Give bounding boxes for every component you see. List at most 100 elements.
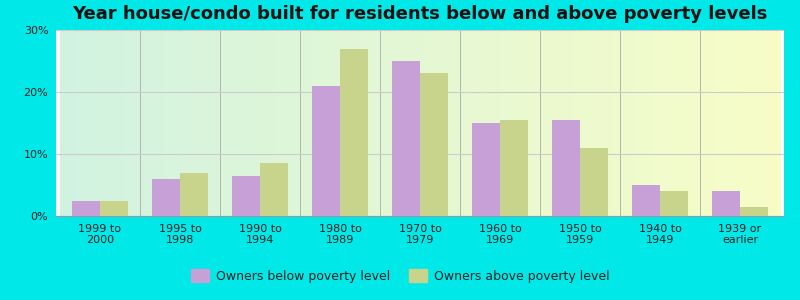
Bar — [60, 30, 64, 216]
Bar — [223, 30, 226, 216]
Bar — [639, 30, 642, 216]
Bar — [180, 172, 208, 216]
Bar — [625, 30, 628, 216]
Bar — [139, 30, 143, 216]
Bar — [443, 30, 447, 216]
Bar — [74, 30, 78, 216]
Bar — [429, 30, 433, 216]
Bar — [169, 30, 172, 216]
Bar — [606, 30, 610, 216]
Bar — [530, 30, 534, 216]
Bar — [509, 30, 512, 216]
Bar — [176, 30, 179, 216]
Bar — [331, 30, 335, 216]
Bar — [751, 30, 754, 216]
Bar — [766, 30, 769, 216]
Bar — [632, 185, 660, 216]
Bar — [407, 30, 411, 216]
Bar — [230, 30, 234, 216]
Bar — [291, 30, 295, 216]
Bar — [392, 61, 420, 216]
Bar — [414, 30, 418, 216]
Bar — [152, 179, 180, 216]
Bar — [505, 30, 509, 216]
Bar — [654, 30, 657, 216]
Bar — [129, 30, 132, 216]
Legend: Owners below poverty level, Owners above poverty level: Owners below poverty level, Owners above… — [186, 264, 614, 288]
Bar — [733, 30, 737, 216]
Bar — [212, 30, 215, 216]
Bar — [498, 30, 502, 216]
Bar — [340, 49, 368, 216]
Bar — [183, 30, 186, 216]
Bar — [78, 30, 82, 216]
Bar — [769, 30, 773, 216]
Bar — [473, 30, 476, 216]
Bar — [393, 30, 397, 216]
Bar — [715, 30, 718, 216]
Bar — [574, 30, 578, 216]
Bar — [512, 30, 516, 216]
Bar — [642, 30, 646, 216]
Bar — [397, 30, 400, 216]
Bar — [420, 74, 448, 216]
Bar — [67, 30, 71, 216]
Bar — [382, 30, 386, 216]
Bar — [490, 30, 494, 216]
Bar — [71, 30, 74, 216]
Bar — [374, 30, 378, 216]
Bar — [621, 30, 625, 216]
Bar — [367, 30, 371, 216]
Bar — [580, 148, 608, 216]
Bar — [476, 30, 480, 216]
Bar — [132, 30, 136, 216]
Bar — [100, 30, 103, 216]
Bar — [462, 30, 466, 216]
Bar — [147, 30, 150, 216]
Bar — [426, 30, 429, 216]
Bar — [136, 30, 139, 216]
Bar — [281, 30, 284, 216]
Bar — [86, 30, 89, 216]
Bar — [730, 30, 733, 216]
Bar — [466, 30, 469, 216]
Bar — [726, 30, 730, 216]
Title: Year house/condo built for residents below and above poverty levels: Year house/condo built for residents bel… — [72, 5, 768, 23]
Bar — [682, 30, 686, 216]
Bar — [664, 30, 668, 216]
Bar — [686, 30, 690, 216]
Bar — [64, 30, 67, 216]
Bar — [270, 30, 274, 216]
Bar — [559, 30, 563, 216]
Bar — [219, 30, 223, 216]
Bar — [690, 30, 693, 216]
Bar — [346, 30, 350, 216]
Bar — [744, 30, 747, 216]
Bar — [96, 30, 100, 216]
Bar — [198, 30, 201, 216]
Bar — [570, 30, 574, 216]
Bar — [190, 30, 194, 216]
Bar — [776, 30, 780, 216]
Bar — [234, 30, 238, 216]
Bar — [302, 30, 306, 216]
Bar — [566, 30, 570, 216]
Bar — [232, 176, 260, 216]
Bar — [107, 30, 110, 216]
Bar — [357, 30, 360, 216]
Bar — [614, 30, 617, 216]
Bar — [526, 30, 530, 216]
Bar — [295, 30, 298, 216]
Bar — [704, 30, 708, 216]
Bar — [208, 30, 212, 216]
Bar — [523, 30, 526, 216]
Bar — [259, 30, 262, 216]
Bar — [454, 30, 458, 216]
Bar — [143, 30, 147, 216]
Bar — [754, 30, 758, 216]
Bar — [122, 30, 125, 216]
Bar — [661, 30, 664, 216]
Bar — [390, 30, 393, 216]
Bar — [650, 30, 654, 216]
Bar — [697, 30, 701, 216]
